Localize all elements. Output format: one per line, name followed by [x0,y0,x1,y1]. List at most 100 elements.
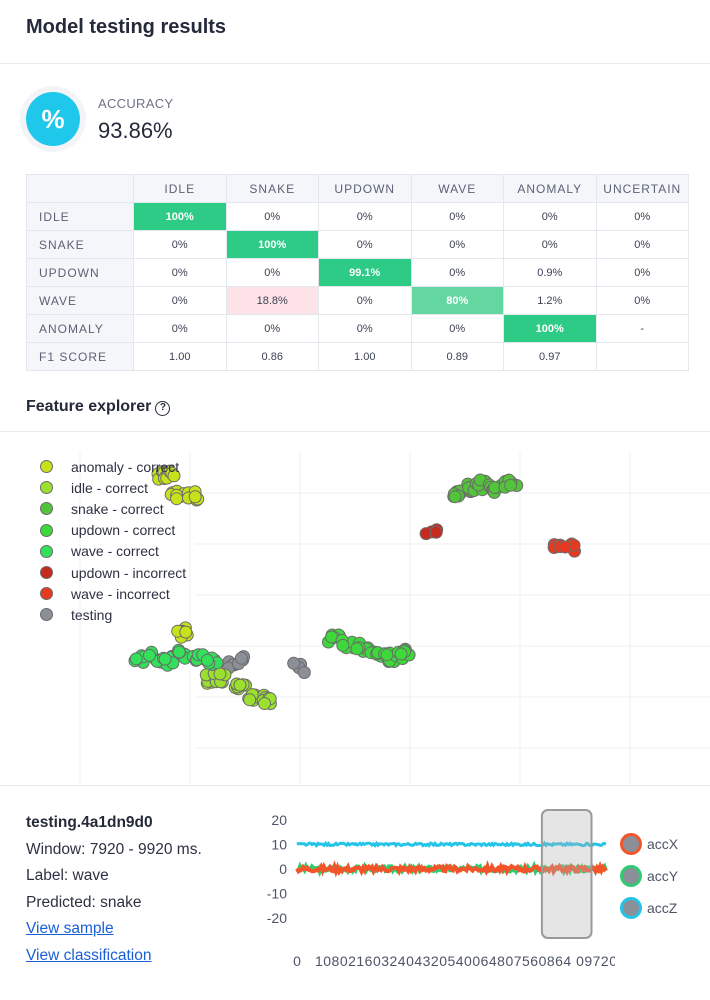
matrix-cell: 100% [503,314,597,343]
matrix-row-label: WAVE [26,286,134,315]
feature-explorer-label: Feature explorer [26,398,152,415]
legend-item[interactable]: testing [40,604,186,625]
scatter-point[interactable] [504,478,518,492]
legend-marker [40,587,53,601]
sample-id: testing.4a1dn9d0 [26,814,153,831]
matrix-row: ANOMALY 0% 0% 0% 0% 100% - [26,314,689,343]
feature-scatter-plot[interactable] [0,432,710,784]
matrix-cell: 0% [318,314,412,343]
legend-label: testing [71,606,113,623]
scatter-point[interactable] [350,642,364,656]
scatter-legend: anomaly - correct idle - correct snake -… [40,456,186,626]
matrix-col-idle: IDLE [133,174,227,203]
matrix-cell: - [595,314,689,343]
legend-item[interactable]: idle - correct [40,477,186,498]
percent-icon: % [26,92,80,146]
matrix-cell: 0% [133,314,227,343]
matrix-cell: 0% [225,314,319,343]
scatter-point[interactable] [167,469,181,483]
signal-chart[interactable]: 20 10 0 -10 -20 0 1080216032404320540064807560… [255,800,615,975]
scatter-point[interactable] [158,652,172,666]
legend-label: updown - incorrect [71,564,187,581]
matrix-cell: 0% [318,286,412,315]
scatter-point[interactable] [287,656,301,670]
matrix-col-updown: UPDOWN [318,174,412,203]
matrix-row-label: SNAKE [26,230,134,259]
signal-legend-label: accX [647,836,679,852]
scatter-point[interactable] [380,648,394,662]
scatter-point[interactable] [448,490,462,504]
scatter-point[interactable] [200,653,214,667]
matrix-row: WAVE 0% 18.8% 0% 80% 1.2% 0% [26,286,689,315]
matrix-cell: 1.2% [503,286,597,315]
legend-item[interactable]: anomaly - correct [40,456,186,477]
scatter-point[interactable] [429,525,443,539]
f1-score-label: F1 SCORE [26,342,134,371]
accuracy-value: 93.86% [98,118,173,143]
matrix-col-anomaly: ANOMALY [503,174,597,203]
legend-marker [40,460,53,474]
matrix-cell: 0% [410,258,504,287]
matrix-cell: 0% [595,258,689,287]
matrix-cell: 0% [595,230,689,259]
matrix-cell: 0% [133,230,227,259]
scatter-point[interactable] [394,647,408,661]
signal-legend-label: accZ [647,900,678,916]
matrix-cell: 0% [133,258,227,287]
scatter-point[interactable] [143,648,156,662]
scatter-point[interactable] [234,651,248,665]
help-icon[interactable]: ? [155,401,171,416]
matrix-cell: 80% [410,286,504,315]
matrix-row: IDLE 100% 0% 0% 0% 0% 0% [26,202,689,231]
accuracy-label: ACCURACY [98,96,174,111]
scatter-point[interactable] [558,540,572,554]
matrix-col-uncertain: UNCERTAIN [595,174,689,203]
legend-marker [40,481,53,495]
scatter-point[interactable] [172,645,186,659]
scatter-point[interactable] [188,490,202,504]
matrix-cell: 0% [503,202,597,231]
signal-legend-item[interactable]: accZ [620,892,678,924]
window-highlight[interactable] [540,809,593,939]
legend-label: wave - incorrect [71,585,170,602]
f1-score-row: F1 SCORE 1.00 0.86 1.00 0.89 0.97 [26,342,689,371]
view-sample-link[interactable]: View sample [26,920,114,937]
signal-legend-marker [620,897,642,919]
legend-item[interactable]: updown - incorrect [40,562,186,583]
legend-item[interactable]: snake - correct [40,498,186,519]
signal-line-accX [295,860,608,878]
legend-item[interactable]: updown - correct [40,520,186,541]
divider [0,431,710,432]
matrix-cell: 0% [318,230,412,259]
confusion-matrix: IDLE SNAKE UPDOWN WAVE ANOMALY UNCERTAIN… [26,174,689,371]
matrix-col-snake: SNAKE [225,174,319,203]
signal-legend-item[interactable]: accX [620,828,678,860]
signal-legend-item[interactable]: accY [620,860,678,892]
scatter-point[interactable] [129,652,143,666]
feature-explorer-title: Feature explorer? [26,398,171,416]
scatter-point[interactable] [179,625,193,639]
view-classification-link[interactable]: View classification [26,946,152,964]
scatter-point[interactable] [233,678,247,692]
scatter-point[interactable] [258,697,271,710]
matrix-row: SNAKE 0% 100% 0% 0% 0% 0% [26,230,689,259]
matrix-header-row: IDLE SNAKE UPDOWN WAVE ANOMALY UNCERTAIN [26,174,689,203]
legend-item[interactable]: wave - correct [40,541,186,562]
sample-info: testing.4a1dn9d0 Window: 7920 - 9920 ms.… [26,814,202,973]
sample-label: Label: wave [26,867,109,884]
legend-item[interactable]: wave - incorrect [40,583,186,604]
matrix-cell: 100% [225,230,319,259]
scatter-point[interactable] [297,666,311,679]
legend-label: idle - correct [71,479,149,496]
scatter-point[interactable] [243,693,257,707]
matrix-cell: 0% [503,230,597,259]
matrix-row-label: ANOMALY [26,314,134,343]
f1-cell [595,342,689,371]
x-tick-label: 0 [293,953,301,969]
matrix-cell: 0% [133,286,227,315]
matrix-corner [26,174,134,203]
signal-legend: accX accY accZ [620,828,678,924]
matrix-cell: 0% [410,314,504,343]
matrix-cell: 0% [410,202,504,231]
scatter-point[interactable] [336,638,350,652]
